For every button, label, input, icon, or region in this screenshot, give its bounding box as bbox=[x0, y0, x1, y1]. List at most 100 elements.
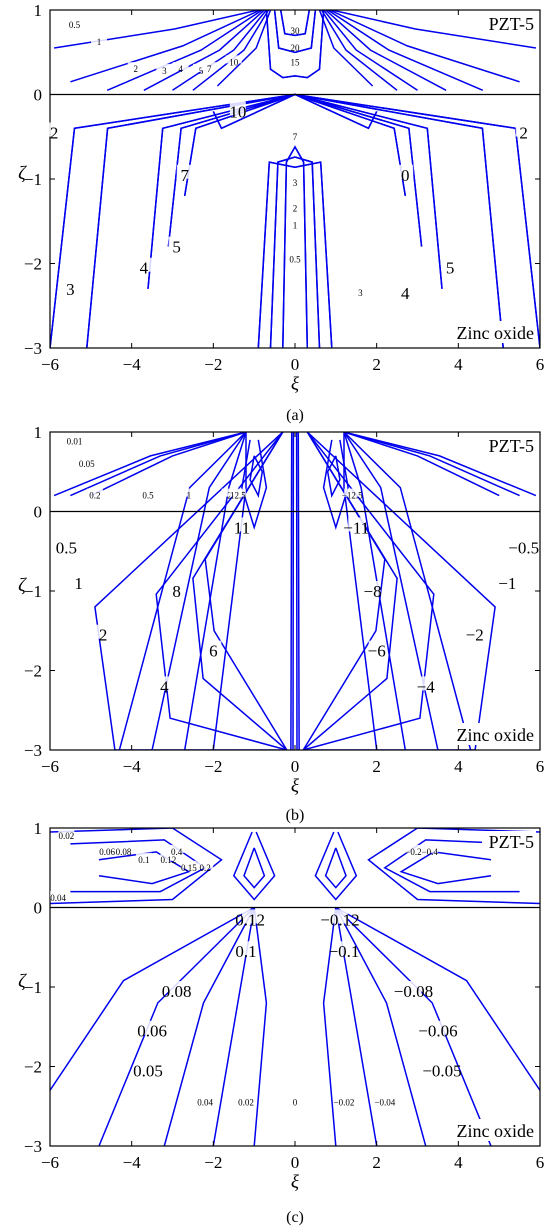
contour-line bbox=[324, 847, 347, 889]
contour-label-bg bbox=[156, 63, 173, 72]
contour-label: 0.02 bbox=[58, 831, 74, 841]
x-tick-label: 4 bbox=[454, 1153, 463, 1172]
panel-c: 0.020.040.06 0.080.1 0.120.15 0.20.4 −0.2 −0.… bbox=[18, 819, 544, 1226]
contour-label-bg bbox=[466, 624, 483, 639]
contour-label: −11 bbox=[343, 518, 369, 537]
contour-label-bg bbox=[331, 909, 348, 924]
contour-label: 5 bbox=[199, 66, 204, 76]
contour-label-bg bbox=[168, 844, 185, 853]
x-tick-label: −6 bbox=[41, 757, 59, 776]
contour-line bbox=[327, 10, 484, 91]
contour-line bbox=[216, 10, 272, 87]
x-axis-label: ξ bbox=[291, 1172, 300, 1193]
y-tick-label: 0 bbox=[34, 899, 43, 918]
contour-label: 1 bbox=[74, 574, 83, 593]
contour-line bbox=[335, 906, 492, 1146]
material-label-bg bbox=[440, 1119, 536, 1141]
contour-label-bg bbox=[221, 488, 238, 497]
bottom-material-label: Zinc oxide bbox=[457, 323, 534, 343]
x-tick-label: −4 bbox=[123, 355, 142, 374]
y-axis-c: 1 0 −1 −2 −3 ζ bbox=[18, 819, 540, 1156]
contour-label-bg bbox=[176, 164, 193, 179]
contour-label: 0.04 bbox=[50, 893, 66, 903]
contour-label: 4 bbox=[140, 259, 149, 278]
contour-line bbox=[118, 432, 247, 750]
contour-line bbox=[155, 432, 287, 750]
contour-label-bg bbox=[287, 55, 303, 64]
contour-label-bg bbox=[135, 852, 152, 861]
contour-label: 0 bbox=[401, 166, 410, 185]
contour-label-bg bbox=[397, 283, 414, 298]
contour-label: 4 bbox=[178, 64, 183, 74]
contour-line bbox=[331, 10, 537, 49]
contour-line bbox=[282, 145, 309, 348]
bottom-material-label: Zinc oxide bbox=[457, 1121, 534, 1141]
contour-label-bg bbox=[50, 890, 67, 899]
contour-label: 0.5 bbox=[69, 20, 81, 30]
contour-line bbox=[399, 851, 492, 885]
contour-line bbox=[325, 10, 447, 91]
contour-label: 0.06 bbox=[137, 1022, 167, 1041]
contour-line bbox=[192, 432, 288, 750]
contour-label: 7 bbox=[207, 64, 212, 74]
contour-label-bg bbox=[397, 164, 414, 179]
contour-label: 3 bbox=[66, 280, 75, 299]
contour-label: 7 bbox=[181, 166, 190, 185]
x-tick-label: 2 bbox=[372, 1153, 381, 1172]
contour-label: 0.5 bbox=[289, 254, 301, 264]
contour-label: 0.1 bbox=[235, 942, 256, 961]
top-material-label: PZT-5 bbox=[489, 14, 534, 34]
contour-lines-b bbox=[53, 432, 537, 750]
contour-line bbox=[243, 847, 266, 889]
contour-line bbox=[70, 10, 261, 83]
y-axis-label: ζ bbox=[18, 163, 27, 184]
contour-label: 4 bbox=[160, 677, 169, 696]
contour-label: 0.05 bbox=[79, 459, 95, 469]
contour-label-bg bbox=[86, 488, 103, 497]
contour-label-bg bbox=[287, 1095, 303, 1104]
contour-label: 0.08 bbox=[116, 847, 132, 857]
contour-label: −6 bbox=[368, 642, 386, 661]
contour-label: −0.1 bbox=[329, 942, 360, 961]
x-tick-label: −4 bbox=[123, 1153, 142, 1172]
contour-label-bg bbox=[115, 844, 132, 853]
contour-label: −0.08 bbox=[394, 982, 433, 1001]
contour-line bbox=[241, 439, 268, 530]
contour-line bbox=[70, 432, 247, 497]
x-tick-label: −2 bbox=[204, 1153, 222, 1172]
contour-label: 2 bbox=[293, 204, 298, 214]
contour-label-bg bbox=[499, 573, 516, 588]
contour-line bbox=[302, 432, 398, 750]
contour-label: 7 bbox=[293, 132, 298, 142]
y-tick-label: 1 bbox=[34, 819, 43, 838]
contour-label: 0.01 bbox=[67, 437, 83, 447]
contour-line bbox=[94, 432, 287, 750]
contour-label-bg bbox=[127, 62, 144, 71]
y-tick-label: −1 bbox=[24, 978, 42, 997]
x-axis-a: −6 −4 −2 0 2 4 6 ξ bbox=[41, 10, 544, 395]
contour-line bbox=[172, 10, 267, 91]
contour-line bbox=[343, 432, 500, 497]
x-axis-label: ξ bbox=[291, 776, 300, 797]
contour-label: 30 bbox=[291, 26, 301, 36]
top-material-label: PZT-5 bbox=[489, 436, 534, 456]
contour-line bbox=[335, 906, 540, 1091]
contour-line bbox=[323, 10, 418, 91]
contour-label: 11 bbox=[234, 518, 250, 537]
contour-label-bg bbox=[287, 24, 303, 33]
contour-label: 2 bbox=[519, 124, 528, 143]
contour-label-bg bbox=[144, 1020, 161, 1035]
y-tick-label: −3 bbox=[24, 339, 42, 358]
contour-label-bg bbox=[58, 537, 75, 552]
contour-label-bg bbox=[168, 581, 185, 595]
contour-label-bg bbox=[197, 860, 214, 869]
contour-label: −2 bbox=[466, 626, 484, 645]
contour-line bbox=[90, 432, 247, 497]
x-tick-label: 0 bbox=[291, 757, 300, 776]
contour-label: 3 bbox=[358, 288, 363, 298]
y-tick-label: 0 bbox=[34, 503, 43, 522]
contour-label: 1 bbox=[293, 220, 298, 230]
contour-label: −12.5 bbox=[342, 491, 363, 501]
